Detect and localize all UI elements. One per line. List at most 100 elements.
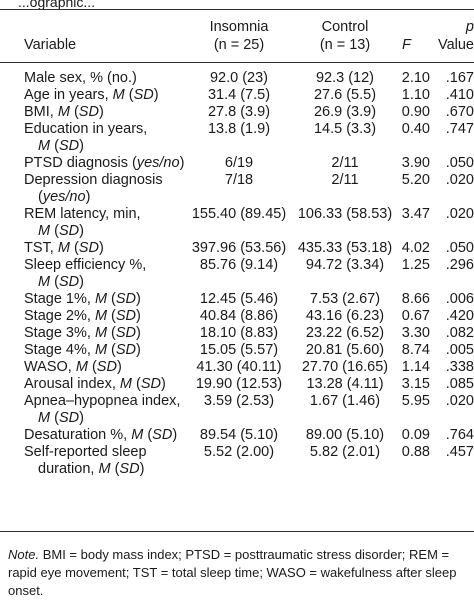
- variable-cell: Male sex, % (no.): [0, 70, 186, 87]
- f-value: 3.15: [401, 376, 430, 392]
- header-insomnia: Insomnia: [209, 19, 269, 35]
- insomnia-value: 15.05 (5.57): [199, 342, 279, 358]
- control-value: 23.22 (6.52): [305, 325, 385, 341]
- variable-cell: TST, M (SD): [0, 240, 186, 257]
- table-row: Desaturation %, M (SD) 89.54 (5.10) 89.00 …: [0, 427, 474, 444]
- note-text-1: BMI = body mass index; PTSD = posttrauma…: [42, 547, 450, 562]
- p-value: .050: [445, 155, 474, 171]
- variable-cell: REM latency, min, M (SD): [0, 206, 186, 240]
- variable-label: Stage 4%, M (SD): [24, 342, 141, 358]
- variable-cell: Desaturation %, M (SD): [0, 427, 186, 444]
- table-row: WASO, M (SD) 41.30 (40.11) 27.70 (16.65) 1.…: [0, 359, 474, 376]
- table-row: Male sex, % (no.) 92.0 (23) 92.3 (12) 2.10.…: [0, 70, 474, 87]
- insomnia-value: 19.90 (12.53): [195, 376, 283, 392]
- control-value: 13.28 (4.11): [306, 376, 384, 392]
- f-value: 3.47: [401, 206, 430, 222]
- variable-label: Apnea–hypopnea index,: [24, 393, 181, 409]
- variable-cell: Stage 2%, M (SD): [0, 308, 186, 325]
- variable-label-continued: M (SD): [38, 138, 84, 154]
- variable-label: PTSD diagnosis (yes/no): [24, 155, 185, 171]
- variable-label: REM latency, min,: [24, 206, 141, 222]
- variable-label-continued: (yes/no): [38, 189, 91, 205]
- table-row: Education in years, M (SD) 13.8 (1.9) 14.5 …: [0, 121, 474, 155]
- f-value: 2.10: [401, 70, 430, 86]
- variable-cell: PTSD diagnosis (yes/no): [0, 155, 186, 172]
- f-value: 3.30: [401, 325, 430, 341]
- insomnia-value: 5.52 (2.00): [203, 444, 275, 460]
- bottom-rule: [0, 531, 474, 532]
- f-value: 1.14: [401, 359, 430, 375]
- f-value: 0.40: [401, 121, 430, 137]
- insomnia-value: 12.45 (5.46): [199, 291, 279, 307]
- note-line-2: rapid eye movement; TST = total sleep ti…: [8, 565, 457, 580]
- insomnia-value: 6/19: [224, 155, 254, 171]
- note-line-3: onset.: [8, 583, 44, 598]
- header-rule: [0, 62, 474, 63]
- variable-label-continued: M (SD): [38, 274, 84, 290]
- control-value: 106.33 (58.53): [297, 206, 393, 222]
- control-value: 26.9 (3.9): [313, 104, 377, 120]
- p-value: .085: [445, 376, 474, 392]
- p-value: .167: [445, 70, 474, 86]
- table-row: Arousal index, M (SD) 19.90 (12.53) 13.28 …: [0, 376, 474, 393]
- header-p-symbol: p: [465, 19, 474, 35]
- control-value: 14.5 (3.3): [313, 121, 377, 137]
- control-value: 5.82 (2.01): [309, 444, 381, 460]
- f-value: 4.02: [401, 240, 430, 256]
- table-note: Note. BMI = body mass index; PTSD = post…: [8, 546, 474, 600]
- table-caption-fragment: ...ographic...: [18, 0, 96, 10]
- insomnia-value: 41.30 (40.11): [196, 359, 282, 375]
- control-value: 27.70 (16.65): [301, 359, 389, 375]
- f-value: 3.90: [401, 155, 430, 171]
- variable-label: Stage 1%, M (SD): [24, 291, 141, 307]
- p-value: .410: [445, 87, 474, 103]
- variable-cell: Age in years, M (SD): [0, 87, 186, 104]
- variable-label: Depression diagnosis: [24, 172, 163, 188]
- header-p-value: Value: [437, 37, 474, 53]
- variable-label: Sleep efficiency %,: [24, 257, 147, 273]
- p-value: .338: [445, 359, 474, 375]
- control-value: 92.3 (12): [315, 70, 375, 86]
- p-value: .005: [445, 342, 474, 358]
- table-row: Age in years, M (SD) 31.4 (7.5) 27.6 (5.5)…: [0, 87, 474, 104]
- header-control: Control: [321, 19, 369, 35]
- variable-cell: BMI, M (SD): [0, 104, 186, 121]
- insomnia-value: 3.59 (2.53): [203, 393, 275, 409]
- p-value: .457: [445, 444, 474, 460]
- p-value: .050: [445, 240, 474, 256]
- insomnia-value: 40.84 (8.86): [199, 308, 279, 324]
- variable-cell: Stage 4%, M (SD): [0, 342, 186, 359]
- control-value: 43.16 (6.23): [305, 308, 385, 324]
- control-value: 20.81 (5.60): [305, 342, 385, 358]
- f-value: 8.66: [401, 291, 430, 307]
- p-value: .020: [445, 172, 474, 188]
- f-value: 0.90: [401, 104, 430, 120]
- variable-label: WASO, M (SD): [24, 359, 122, 375]
- control-value: 2/11: [331, 172, 359, 188]
- variable-label: TST, M (SD): [24, 240, 104, 256]
- f-value: 8.74: [401, 342, 430, 358]
- table-row: PTSD diagnosis (yes/no) 6/19 2/11 3.90 .050: [0, 155, 474, 172]
- header-insomnia-n: (n = 25): [213, 37, 265, 53]
- p-value: .747: [445, 121, 474, 137]
- variable-cell: Education in years, M (SD): [0, 121, 186, 155]
- f-value: 1.10: [401, 87, 430, 103]
- header-f: F: [402, 37, 411, 53]
- table-row: Stage 2%, M (SD) 40.84 (8.86) 43.16 (6.23)…: [0, 308, 474, 325]
- table-row: Stage 4%, M (SD) 15.05 (5.57) 20.81 (5.60)…: [0, 342, 474, 359]
- table-row: Stage 3%, M (SD) 18.10 (8.83) 23.22 (6.52)…: [0, 325, 474, 342]
- table-row: REM latency, min, M (SD) 155.40 (89.45) 106…: [0, 206, 474, 240]
- header-variable: Variable: [24, 37, 77, 53]
- insomnia-value: 18.10 (8.83): [199, 325, 279, 341]
- variable-label: Stage 2%, M (SD): [24, 308, 141, 324]
- table-row: Stage 1%, M (SD) 12.45 (5.46) 7.53 (2.67) 8…: [0, 291, 474, 308]
- note-label: Note.: [8, 547, 40, 562]
- table-row: Apnea–hypopnea index, M (SD) 3.59 (2.53) 1.…: [0, 393, 474, 427]
- insomnia-value: 13.8 (1.9): [207, 121, 271, 137]
- f-value: 0.88: [401, 444, 430, 460]
- insomnia-value: 92.0 (23): [209, 70, 269, 86]
- insomnia-value: 31.4 (7.5): [207, 87, 271, 103]
- top-rule: [0, 9, 474, 10]
- variable-cell: Self-reported sleep duration, M (SD): [0, 444, 186, 478]
